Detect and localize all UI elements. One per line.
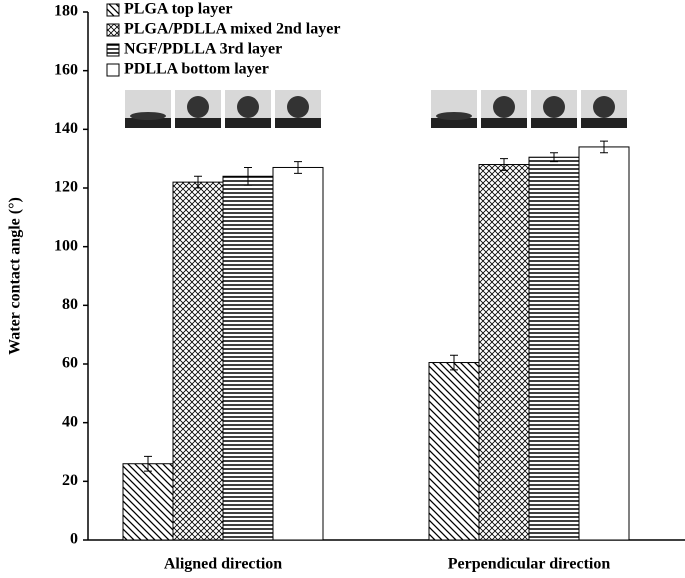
error-bar (500, 158, 508, 171)
y-tick-label: 180 (54, 3, 78, 20)
droplet-substrate (125, 118, 171, 128)
droplet (237, 96, 259, 118)
error-bar (450, 354, 458, 371)
bar (478, 164, 530, 541)
y-tick-label: 20 (62, 472, 78, 489)
bar (578, 146, 630, 541)
y-tick-label: 120 (54, 179, 78, 196)
error-bar (144, 455, 152, 472)
error-bar (194, 175, 202, 189)
droplet (543, 96, 565, 118)
bar (172, 181, 224, 541)
bar (272, 166, 324, 541)
y-tick-label: 100 (54, 237, 78, 254)
legend-swatch (106, 43, 120, 57)
bar (428, 362, 480, 541)
legend-swatch (106, 63, 120, 77)
y-tick-label: 140 (54, 120, 78, 137)
droplet (287, 96, 309, 118)
y-tick-label: 160 (54, 61, 78, 78)
droplet-substrate (581, 118, 627, 128)
legend-label: NGF/PDLLA 3rd layer (124, 41, 282, 58)
legend-swatch (106, 23, 120, 37)
y-axis-label: Water contact angle (°) (7, 197, 24, 355)
bar (528, 156, 580, 541)
droplet-substrate (431, 118, 477, 128)
droplet (130, 112, 166, 120)
legend-label: PLGA/PDLLA mixed 2nd layer (124, 21, 340, 38)
y-tick-label: 60 (62, 355, 78, 372)
bar (122, 463, 174, 541)
droplet (187, 96, 209, 118)
legend-swatch (106, 3, 120, 17)
droplet-substrate (175, 118, 221, 128)
droplet-substrate (531, 118, 577, 128)
legend-label: PLGA top layer (124, 1, 232, 18)
x-tick-label: Perpendicular direction (448, 556, 611, 573)
y-tick-label: 40 (62, 413, 78, 430)
droplet-substrate (225, 118, 271, 128)
droplet (493, 96, 515, 118)
error-bar (244, 166, 252, 186)
error-bar (550, 152, 558, 163)
x-tick-label: Aligned direction (164, 556, 282, 573)
error-bar (294, 161, 302, 174)
droplet-substrate (481, 118, 527, 128)
y-tick-label: 0 (70, 531, 78, 548)
droplet-substrate (275, 118, 321, 128)
droplet (436, 112, 472, 120)
y-tick-label: 80 (62, 296, 78, 313)
droplet (593, 96, 615, 118)
bar (222, 175, 274, 541)
legend-label: PDLLA bottom layer (124, 61, 269, 78)
error-bar (600, 140, 608, 154)
